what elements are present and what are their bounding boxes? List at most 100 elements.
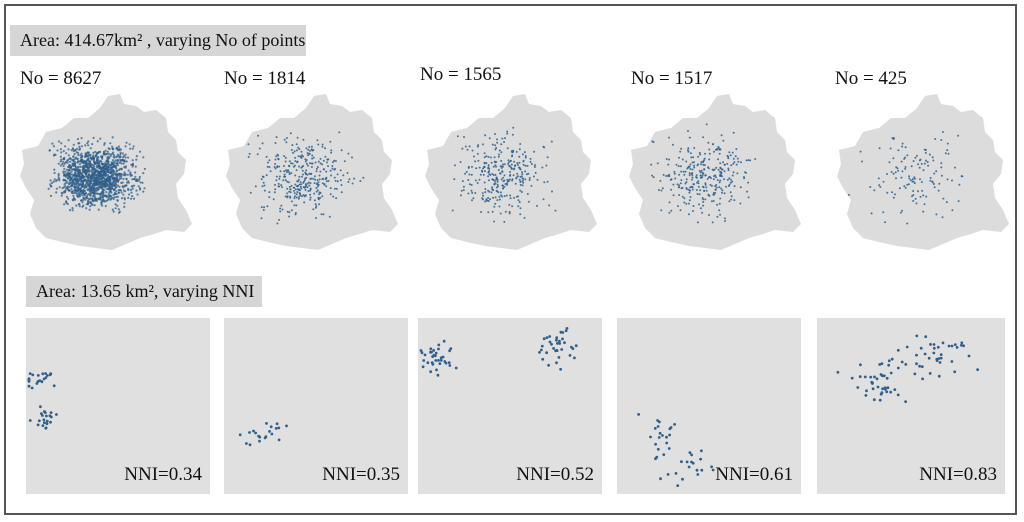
map-point [89,205,92,208]
map-point [119,148,122,151]
region-shape [629,94,801,250]
map-point [73,162,76,165]
map-point [119,160,122,163]
nni-point [856,386,860,389]
map-point [123,205,126,208]
map-point [276,165,279,168]
map-point [351,182,354,185]
nni-point [550,342,553,346]
map-point [283,155,286,158]
map-point [483,170,486,173]
nni-label-3: NNI=0.52 [516,464,594,485]
map-point [84,175,88,178]
nni-point [559,330,563,334]
map-point [676,183,679,186]
map-point [691,168,694,171]
map-point [302,155,305,158]
map-point [705,123,708,126]
map-point [732,131,735,134]
map-point [935,213,938,216]
map-point [681,195,684,198]
map-point [315,170,318,173]
map-point [261,142,264,145]
map-point [502,163,504,166]
map-point [719,175,722,177]
map-point [747,159,750,162]
map-point [513,160,516,163]
map-point [518,166,520,169]
map-point [519,213,522,216]
map-point [78,147,82,150]
map-point [908,183,910,186]
map-point [92,154,95,157]
map-point [139,181,142,184]
map-point [290,172,293,175]
map-point [904,166,907,168]
nni-point [936,345,940,349]
map-point [60,194,63,197]
map-point [685,160,688,163]
map-point [732,162,735,165]
map-point [335,187,338,190]
nni-point [448,364,452,367]
map-point [708,176,710,179]
map-point [689,168,692,170]
map-point [101,195,104,198]
map-point [914,197,917,200]
map-point [922,194,925,197]
map-point [112,169,115,173]
map-point [524,178,527,181]
map-point [286,180,289,183]
nni-point [269,425,273,429]
map-point [293,192,296,195]
map-point [330,149,333,152]
map-point [131,165,134,168]
map-point [700,176,703,179]
map-point [901,142,904,145]
map-point [71,207,74,210]
map-point [660,209,663,212]
map-point [268,159,271,162]
map-point [703,164,706,166]
map-point [277,154,280,157]
map-point [47,187,50,190]
region-shape [226,94,398,250]
map-point [511,151,514,154]
map-point [474,192,477,194]
map-point [316,166,319,169]
map-point [70,170,73,173]
map-point [297,155,300,158]
map-point [500,159,503,162]
map-point [94,150,97,153]
map-point [68,182,71,186]
map-point [81,205,84,208]
map-point [116,204,119,207]
map-point [109,187,112,190]
map-point [499,165,502,168]
map-point [657,189,660,191]
map-point [294,160,297,163]
map-point [73,183,76,186]
map-point [304,194,307,197]
map-point [938,182,941,185]
map-point [70,149,73,152]
map-point [946,149,949,152]
map-point [57,162,60,165]
map-point [104,178,107,181]
map-point [56,149,59,152]
map-point [530,163,533,165]
map-point [723,192,726,195]
map-point [727,185,730,187]
map-point [302,173,304,176]
map-point [735,163,738,166]
map-point [301,154,303,157]
map-point [71,147,74,150]
map-point [712,178,715,181]
map-point [121,185,124,188]
map-point [322,159,325,162]
map-point [72,194,75,197]
map-label-4: No = 1517 [631,68,713,89]
map-point [111,136,114,139]
map-point [275,175,278,178]
map-point [287,181,290,184]
